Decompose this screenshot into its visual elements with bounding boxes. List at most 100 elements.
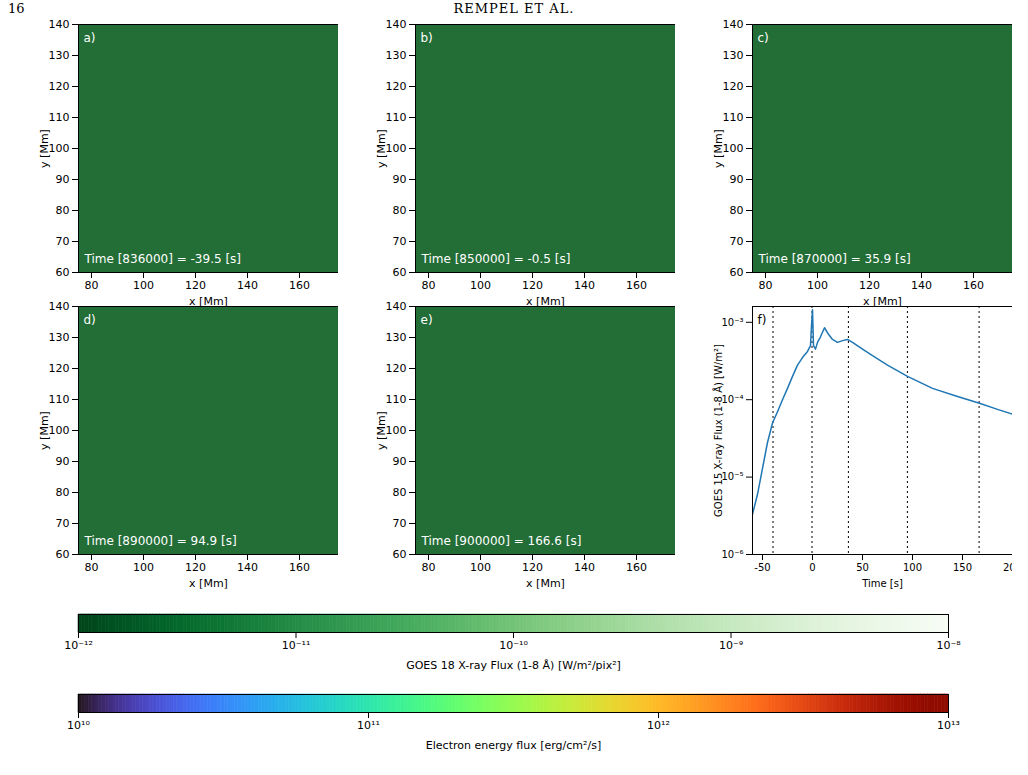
svg-text:a): a) — [84, 31, 96, 45]
svg-text:140: 140 — [911, 279, 932, 292]
svg-text:110: 110 — [49, 111, 70, 124]
svg-text:140: 140 — [237, 279, 258, 292]
svg-text:10⁻¹¹: 10⁻¹¹ — [282, 639, 311, 652]
svg-text:100: 100 — [386, 142, 407, 155]
svg-text:130: 130 — [386, 331, 407, 344]
svg-text:10⁻⁸: 10⁻⁸ — [936, 639, 961, 652]
svg-text:GOES 18 X-ray Flux (1-8 Å) [W/: GOES 18 X-ray Flux (1-8 Å) [W/m²/pix²] — [406, 659, 621, 672]
svg-text:120: 120 — [723, 80, 744, 93]
svg-text:100: 100 — [470, 561, 491, 574]
svg-text:90: 90 — [56, 173, 70, 186]
svg-text:60: 60 — [393, 548, 407, 561]
svg-text:100: 100 — [133, 279, 154, 292]
svg-text:120: 120 — [522, 279, 543, 292]
svg-text:Time [836000] = -39.5 [s]: Time [836000] = -39.5 [s] — [84, 252, 242, 266]
svg-text:80: 80 — [393, 204, 407, 217]
svg-text:100: 100 — [723, 142, 744, 155]
svg-text:x [Mm]: x [Mm] — [863, 295, 902, 308]
svg-text:110: 110 — [386, 393, 407, 406]
svg-text:120: 120 — [185, 279, 206, 292]
svg-text:120: 120 — [386, 362, 407, 375]
svg-text:80: 80 — [56, 486, 70, 499]
svg-text:70: 70 — [730, 235, 744, 248]
svg-text:10¹²: 10¹² — [647, 719, 670, 732]
svg-text:160: 160 — [289, 279, 310, 292]
svg-text:100: 100 — [133, 561, 154, 574]
svg-text:Time [890000] = 94.9 [s]: Time [890000] = 94.9 [s] — [84, 534, 237, 548]
svg-text:Time [s]: Time [s] — [861, 578, 903, 589]
svg-text:120: 120 — [522, 561, 543, 574]
svg-text:120: 120 — [386, 80, 407, 93]
svg-text:100: 100 — [470, 279, 491, 292]
svg-text:100: 100 — [386, 424, 407, 437]
svg-text:120: 120 — [49, 362, 70, 375]
svg-text:Time [870000] = 35.9 [s]: Time [870000] = 35.9 [s] — [758, 252, 911, 266]
svg-text:160: 160 — [963, 279, 984, 292]
svg-text:200: 200 — [1003, 562, 1012, 573]
svg-text:130: 130 — [386, 49, 407, 62]
svg-text:140: 140 — [574, 279, 595, 292]
svg-text:x [Mm]: x [Mm] — [526, 577, 565, 590]
svg-text:80: 80 — [422, 279, 436, 292]
svg-text:160: 160 — [626, 279, 647, 292]
svg-text:140: 140 — [723, 18, 744, 31]
svg-text:10⁻⁶: 10⁻⁶ — [721, 549, 743, 560]
svg-text:130: 130 — [723, 49, 744, 62]
svg-text:140: 140 — [574, 561, 595, 574]
svg-text:70: 70 — [56, 235, 70, 248]
svg-text:60: 60 — [56, 266, 70, 279]
svg-text:100: 100 — [903, 562, 922, 573]
svg-text:y [Mm]: y [Mm] — [38, 129, 51, 168]
svg-text:GOES 15 X-ray Flux (1-8 Å) [W/: GOES 15 X-ray Flux (1-8 Å) [W/m²] — [712, 344, 724, 517]
svg-text:80: 80 — [56, 204, 70, 217]
svg-text:80: 80 — [730, 204, 744, 217]
svg-text:x [Mm]: x [Mm] — [189, 295, 228, 308]
svg-text:70: 70 — [56, 517, 70, 530]
svg-text:90: 90 — [393, 455, 407, 468]
svg-text:100: 100 — [49, 142, 70, 155]
svg-text:80: 80 — [85, 561, 99, 574]
svg-text:120: 120 — [185, 561, 206, 574]
svg-text:-50: -50 — [754, 562, 770, 573]
svg-text:10¹⁰: 10¹⁰ — [67, 719, 90, 732]
svg-text:110: 110 — [386, 111, 407, 124]
svg-text:10⁻¹⁰: 10⁻¹⁰ — [499, 639, 528, 652]
svg-text:Time [900000] = 166.6 [s]: Time [900000] = 166.6 [s] — [421, 534, 582, 548]
svg-text:c): c) — [758, 31, 769, 45]
svg-text:10⁻¹²: 10⁻¹² — [64, 639, 93, 652]
svg-text:140: 140 — [49, 18, 70, 31]
svg-text:10¹³: 10¹³ — [937, 719, 960, 732]
svg-text:110: 110 — [49, 393, 70, 406]
svg-text:x [Mm]: x [Mm] — [189, 577, 228, 590]
svg-text:b): b) — [421, 31, 433, 45]
svg-text:f): f) — [758, 313, 767, 327]
svg-text:120: 120 — [859, 279, 880, 292]
svg-text:y [Mm]: y [Mm] — [375, 411, 388, 450]
svg-text:130: 130 — [49, 49, 70, 62]
svg-text:e): e) — [421, 313, 433, 327]
svg-text:120: 120 — [49, 80, 70, 93]
svg-text:160: 160 — [626, 561, 647, 574]
svg-text:150: 150 — [953, 562, 972, 573]
svg-text:90: 90 — [56, 455, 70, 468]
svg-text:x [Mm]: x [Mm] — [526, 295, 565, 308]
svg-text:100: 100 — [49, 424, 70, 437]
svg-text:140: 140 — [237, 561, 258, 574]
svg-text:y [Mm]: y [Mm] — [38, 411, 51, 450]
svg-text:y [Mm]: y [Mm] — [375, 129, 388, 168]
svg-text:160: 160 — [289, 561, 310, 574]
svg-text:70: 70 — [393, 235, 407, 248]
svg-text:10⁻⁵: 10⁻⁵ — [721, 471, 743, 482]
svg-text:80: 80 — [422, 561, 436, 574]
svg-text:60: 60 — [730, 266, 744, 279]
svg-text:10⁻³: 10⁻³ — [721, 316, 743, 327]
svg-text:d): d) — [84, 313, 96, 327]
svg-text:80: 80 — [759, 279, 773, 292]
svg-text:140: 140 — [49, 300, 70, 313]
svg-text:100: 100 — [807, 279, 828, 292]
svg-text:140: 140 — [386, 300, 407, 313]
svg-text:10¹¹: 10¹¹ — [357, 719, 380, 732]
svg-text:60: 60 — [56, 548, 70, 561]
svg-text:90: 90 — [730, 173, 744, 186]
svg-text:Electron energy flux [erg/cm²/: Electron energy flux [erg/cm²/s] — [426, 739, 601, 752]
